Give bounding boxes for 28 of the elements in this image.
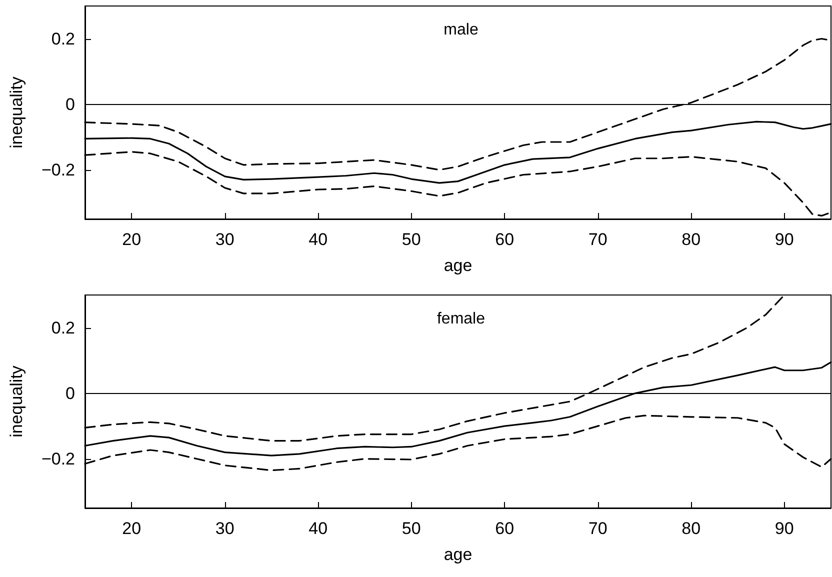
x-tick-label: 70: [588, 519, 608, 538]
x-tick-label: 20: [122, 519, 142, 538]
x-tick-label: 80: [682, 519, 701, 538]
x-tick-label: 80: [682, 230, 701, 249]
y-tick-label: 0: [66, 94, 75, 114]
text: female: [436, 310, 486, 328]
x-tick-label: 70: [588, 230, 608, 249]
text: male: [444, 22, 478, 38]
y-tick-label: −0.2: [41, 160, 75, 180]
x-tick-label: 50: [402, 230, 421, 249]
x-tick-label: 40: [308, 230, 328, 249]
x-tick-label: 60: [495, 230, 514, 249]
y-axis-title: inequality: [7, 76, 26, 148]
y-axis-title: inequality: [7, 365, 26, 438]
y-tick-label: 0.2: [51, 318, 75, 338]
x-tick-label: 20: [122, 230, 142, 249]
y-tick-label: 0.2: [51, 29, 75, 48]
x-tick-label: 30: [215, 519, 234, 538]
x-tick-label: 90: [774, 230, 794, 249]
x-tick-label: 90: [774, 519, 794, 538]
y-tick-label: 0: [66, 384, 75, 403]
x-tick-label: 50: [402, 519, 421, 538]
x-tick-label: 60: [495, 519, 514, 538]
x-axis-title: age: [444, 545, 472, 564]
x-tick-label: 40: [308, 519, 328, 538]
x-tick-label: 30: [215, 230, 234, 249]
y-tick-label: −0.2: [41, 449, 75, 468]
x-axis-title: age: [444, 256, 472, 275]
